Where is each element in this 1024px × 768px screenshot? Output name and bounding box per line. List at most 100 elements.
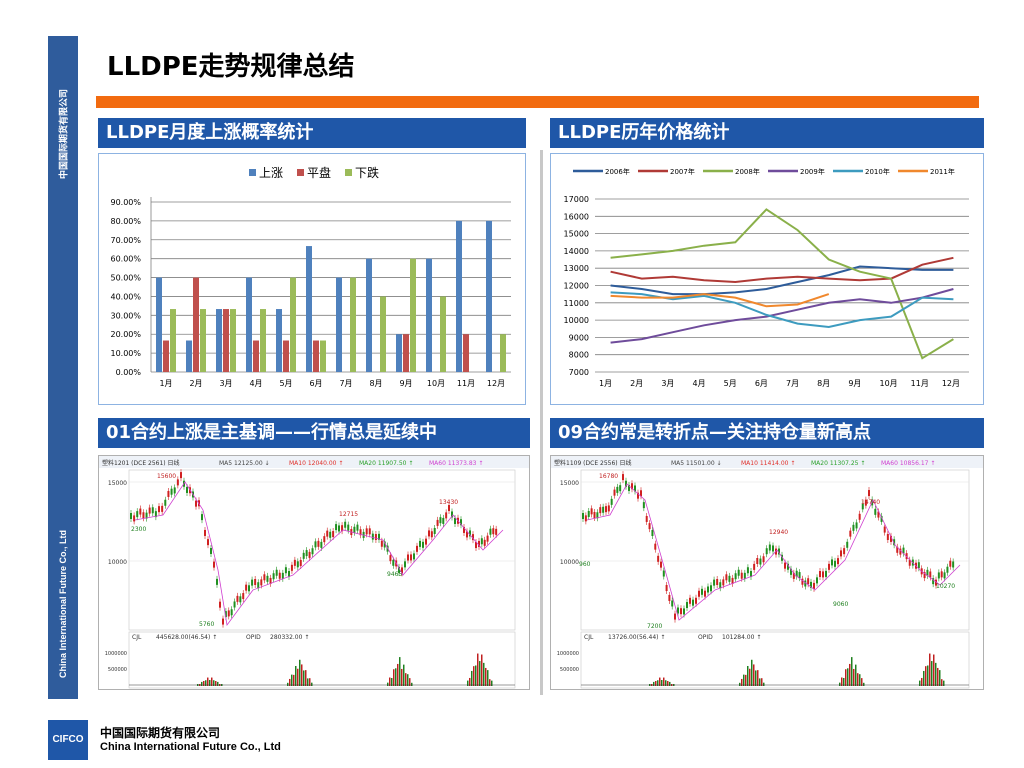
kline-candle-body (136, 511, 139, 518)
kline-volume-bar (925, 666, 927, 686)
kline-candle-body (874, 508, 877, 515)
kline-candle-body (590, 508, 593, 515)
kline-candle-body (239, 596, 242, 603)
kline-candle-body (454, 517, 456, 524)
kline-candle-body (374, 534, 377, 541)
kline-candle-body (855, 522, 858, 529)
x-tick-label: 1月 (599, 379, 612, 388)
kline-volume-bar (299, 659, 301, 686)
kline-candle-body (463, 526, 465, 533)
kline-candle-body (890, 535, 892, 542)
legend-label-5: 2011年 (930, 167, 955, 176)
kline-volume-tick: 500000 (560, 667, 579, 673)
kline-candle-body (837, 558, 839, 565)
kline-candle-body (660, 561, 662, 568)
kline-candle-body (728, 575, 731, 582)
kline-volume-bar (669, 681, 671, 686)
kline-candle-body (596, 512, 599, 519)
kline-candle-body (404, 561, 406, 568)
y-tick-label: 80.00% (110, 217, 141, 226)
kline-candle-body (347, 524, 350, 531)
kline-candle-body (356, 524, 359, 531)
x-tick-label: 9月 (399, 379, 412, 388)
kline-candle-body (880, 515, 883, 522)
section-heading-contract-09: 09合约常是转折点—关注持仓量新高点 (550, 418, 984, 448)
kline-candle-body (154, 511, 157, 518)
section-heading-contract-01: 01合约上涨是主基调——行情总是延续中 (98, 418, 530, 448)
kline-volume-bar (203, 680, 205, 686)
kline-volume-bar (745, 674, 747, 686)
kline-candle-body (299, 559, 302, 566)
legend-swatch-2 (345, 169, 352, 176)
kline-candle-body (180, 472, 182, 479)
monthly-probability-bar-chart: 上涨 平盘 下跌 0.00% 10.00% 20.00% 30.00% 40.00% 50.00… (110, 165, 511, 388)
kline-candle-body (472, 534, 474, 541)
kline-candle-body (686, 602, 688, 609)
kline-candle-body (648, 523, 651, 530)
column-divider (540, 150, 543, 695)
legend-label-0: 上涨 (259, 165, 283, 180)
cifco-logo: CIFCO (48, 720, 88, 760)
kline-candle-body (716, 579, 719, 586)
x-tick-label: 2月 (630, 379, 643, 388)
kline-volume-bar (401, 668, 403, 686)
kline-candle-body (480, 538, 483, 545)
kline-volume-bar (667, 680, 669, 686)
kline-candle-body (651, 530, 654, 537)
kline-volume-bar (663, 677, 665, 686)
kline-candle-body (768, 544, 771, 551)
kline-candle-body (692, 599, 694, 606)
kline-volume-bar (471, 670, 473, 686)
kline-volume-bar (293, 674, 295, 686)
kline-volume-bar (751, 659, 753, 686)
legend-swatch-1 (297, 169, 304, 176)
kline-candle-body (227, 610, 230, 617)
kline-volume-bar (387, 682, 389, 686)
kline-candle-body (186, 486, 188, 493)
title-underline-bar (96, 96, 979, 108)
kline-candle-body (242, 593, 245, 600)
kline-volume-bar (919, 680, 921, 686)
bar-10-0 (456, 220, 462, 372)
kline-candle-body (204, 529, 206, 536)
kline-candle-body (378, 533, 380, 540)
monthly-probability-chart-panel: 上涨 平盘 下跌 0.00% 10.00% 20.00% 30.00% 40.00% 50.00… (98, 153, 526, 405)
kline-candle-body (486, 535, 489, 542)
kline-candle-body (781, 554, 783, 561)
kline-candle-body (787, 563, 789, 570)
x-tick-label: 10月 (427, 379, 445, 388)
kline-candle-body (257, 582, 260, 589)
y-tick-label: 40.00% (110, 292, 141, 301)
kline-volume-bar (847, 668, 849, 686)
kline-candle-body (840, 550, 842, 557)
x-tick-label: 1月 (159, 379, 172, 388)
kline-candle-body (759, 558, 762, 565)
kline-candle-body (210, 548, 212, 555)
kline-candle-body (893, 539, 896, 546)
kline-candle-body (296, 561, 299, 568)
bar-2-0 (216, 309, 222, 372)
kline-candle-body (201, 514, 203, 521)
kline-candle-body (683, 608, 685, 615)
y-tick-label: 12000 (564, 282, 589, 291)
kline-annotation: 10270 (936, 583, 955, 590)
kline-candle-body (335, 524, 338, 531)
kline-volume-bar (301, 664, 303, 686)
kline-candle-body (877, 511, 880, 518)
kline-candle-body (792, 572, 795, 579)
kline-candle-body (272, 573, 275, 580)
bar-7-2 (380, 296, 386, 372)
kline-candle-body (932, 578, 935, 585)
kline-candle-body (439, 517, 442, 524)
kline-candle-body (213, 561, 215, 568)
y-tick-label: 11000 (564, 299, 589, 308)
kline-volume-bar (931, 661, 933, 686)
kline-candle-body (401, 567, 403, 574)
x-tick-label: 4月 (693, 379, 706, 388)
kline-volume-bar (657, 680, 659, 686)
kline-volume-bar (211, 677, 213, 686)
series-line-2 (610, 208, 954, 360)
kline-candle-body (323, 536, 326, 543)
kline-annotation: 9060 (833, 601, 848, 608)
y-tick-label: 30.00% (110, 311, 141, 320)
